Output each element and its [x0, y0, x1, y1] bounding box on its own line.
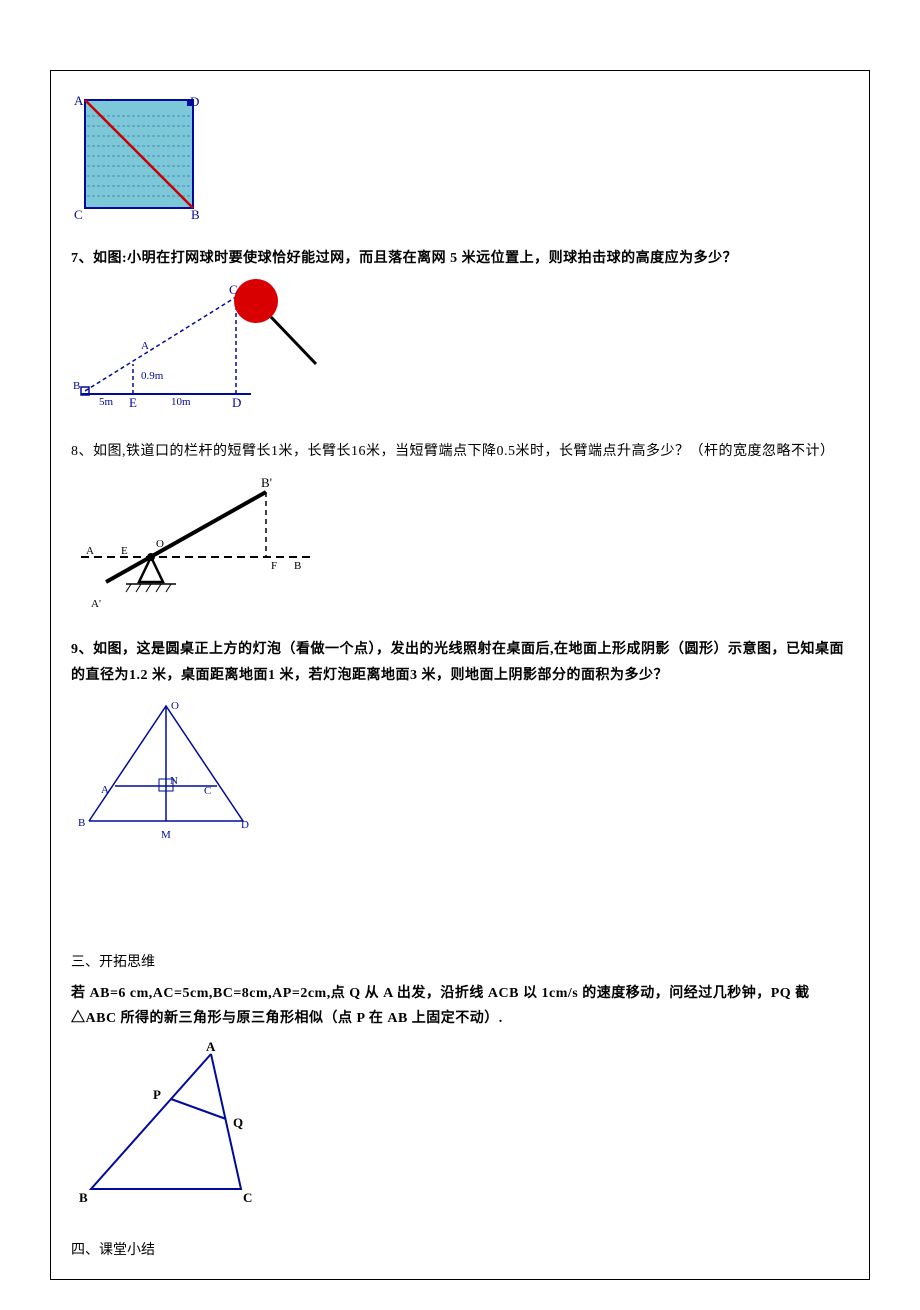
fig6-label-b: B [191, 207, 200, 222]
fig8-label-f: F [271, 560, 277, 572]
figs3-label-a: A [206, 1039, 216, 1054]
fig8-svg: A E O B' F B A' [71, 472, 331, 617]
page-border: A D C B 7、如图:小明在打网球时要使球恰好能过网，而且落在离网 5 米远… [50, 70, 870, 1280]
fig8-label-o: O [156, 538, 164, 550]
fig7-dim-10m: 10m [171, 396, 191, 408]
fig7-dim-09m: 0.9m [141, 370, 164, 382]
figure-section3: A P Q B C [71, 1039, 849, 1219]
section-4-title: 四、课堂小结 [71, 1239, 849, 1259]
fig7-label-b: B [73, 380, 80, 392]
fig9-label-b: B [78, 817, 85, 829]
figs3-label-b: B [79, 1190, 88, 1205]
fig7-label-a: A [141, 340, 149, 352]
fig8-label-a: A [86, 545, 94, 557]
section-3-text: 若 AB=6 cm,AC=5cm,BC=8cm,AP=2cm,点 Q 从 A 出… [71, 981, 849, 1031]
figs3-label-c: C [243, 1190, 252, 1205]
fig9-label-m: M [161, 829, 171, 841]
problem-9-text: 9、如图，这是圆桌正上方的灯泡（看做一个点），发出的光线照射在桌面后,在地面上形… [71, 637, 849, 687]
fig9-label-c: C [204, 785, 211, 797]
fig7-ball [234, 279, 278, 323]
section-3-title: 三、开拓思维 [71, 951, 849, 971]
fig7-label-d: D [232, 395, 241, 410]
fig6-corner-d [187, 100, 193, 106]
fig7-label-c: C [229, 282, 238, 297]
spacer [71, 871, 849, 931]
fig8-label-b: B [294, 560, 301, 572]
fig7-label-e: E [129, 395, 137, 410]
fig9-label-a: A [101, 784, 109, 796]
fig8-label-aprime: A' [91, 598, 101, 610]
fig9-label-n: N [170, 775, 178, 787]
fig9-label-d: D [241, 819, 249, 831]
fig7-racket-handle [271, 317, 316, 364]
fig6-label-a: A [74, 93, 84, 108]
figure-6: A D C B [71, 91, 849, 231]
fig9-svg: O A N C B M D [71, 696, 261, 851]
fig7-svg: A C B E D 5m 10m 0.9m [71, 279, 341, 419]
fig6-svg: A D C B [71, 91, 211, 226]
problem-8-text: 8、如图,铁道口的栏杆的短臂长1米，长臂长16米，当短臂端点下降0.5米时，长臂… [71, 439, 849, 464]
figs3-label-q: Q [233, 1115, 243, 1130]
fig8-label-e: E [121, 545, 128, 557]
figure-9: O A N C B M D [71, 696, 849, 856]
figure-7: A C B E D 5m 10m 0.9m [71, 279, 849, 424]
fig8-label-bprime: B' [261, 475, 272, 490]
figure-8: A E O B' F B A' [71, 472, 849, 622]
problem-7-text: 7、如图:小明在打网球时要使球恰好能过网，而且落在离网 5 米远位置上，则球拍击… [71, 246, 849, 271]
fig9-label-o: O [171, 700, 179, 712]
fig-s3-svg: A P Q B C [71, 1039, 281, 1214]
fig6-label-c: C [74, 207, 83, 222]
fig7-dim-5m: 5m [99, 396, 114, 408]
figs3-label-p: P [153, 1087, 161, 1102]
